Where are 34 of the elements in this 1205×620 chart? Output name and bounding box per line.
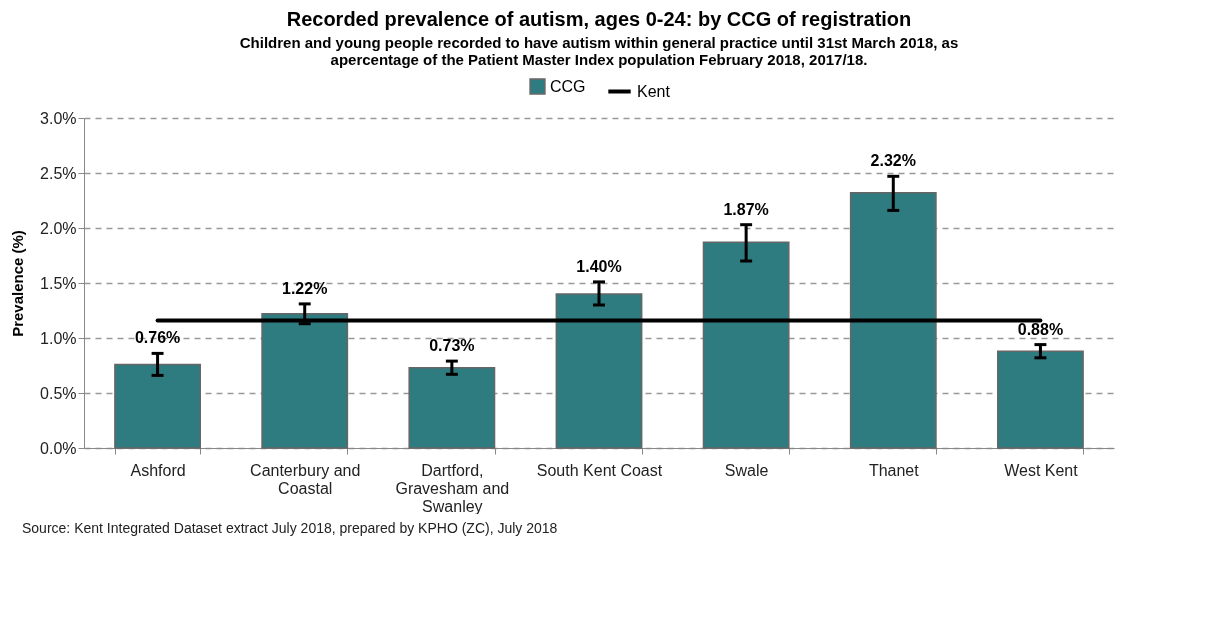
y-tick-label: 1.5% [40, 274, 77, 292]
x-tick-label: Dartford, Gravesham and Swanley [395, 461, 510, 515]
bar [114, 363, 201, 449]
y-tick-label: 0.0% [40, 439, 77, 457]
data-label: 1.87% [723, 200, 769, 218]
data-label: 0.76% [134, 329, 181, 347]
bar [408, 366, 496, 449]
chart-subtitle: Children and young people recorded to have autism within general practice until 31st March 2018, as apercentage of the Patient Master Index population February 2018, 2017/18. [239, 34, 959, 68]
y-tick-label: 0.5% [40, 384, 77, 402]
x-tick-label: Thanet [868, 461, 920, 479]
data-label: 1.22% [282, 279, 328, 297]
data-label: 0.88% [1017, 320, 1064, 338]
bar [555, 293, 643, 449]
bar [997, 350, 1084, 449]
bar [849, 192, 937, 449]
y-tick-label: 2.5% [40, 164, 77, 182]
bar [702, 241, 790, 449]
x-tick-label: South Kent Coast [536, 461, 663, 479]
chart-title: Recorded prevalence of autism, ages 0-24: by CCG of registration [286, 8, 912, 30]
y-axis-title: Prevalence (%) [9, 230, 27, 337]
x-tick-label: Ashford [130, 461, 186, 479]
legend-label: CCG [550, 77, 586, 95]
x-tick-label: Canterbury and Coastal [250, 461, 361, 497]
bar [261, 313, 349, 449]
source-note: Source: Kent Integrated Dataset extract July 2018, prepared by KPHO (ZC), July 2018 [22, 520, 559, 536]
x-tick-label: Swale [724, 461, 769, 479]
data-label: 0.73% [429, 337, 475, 355]
y-tick-label: 1.0% [40, 329, 77, 347]
y-tick-label: 2.0% [40, 219, 77, 237]
x-tick-label: West Kent [1004, 461, 1079, 479]
data-label: 1.40% [576, 257, 622, 275]
data-label: 2.32% [870, 152, 916, 170]
y-tick-label: 3.0% [40, 109, 77, 127]
legend-label: Kent [637, 82, 671, 100]
